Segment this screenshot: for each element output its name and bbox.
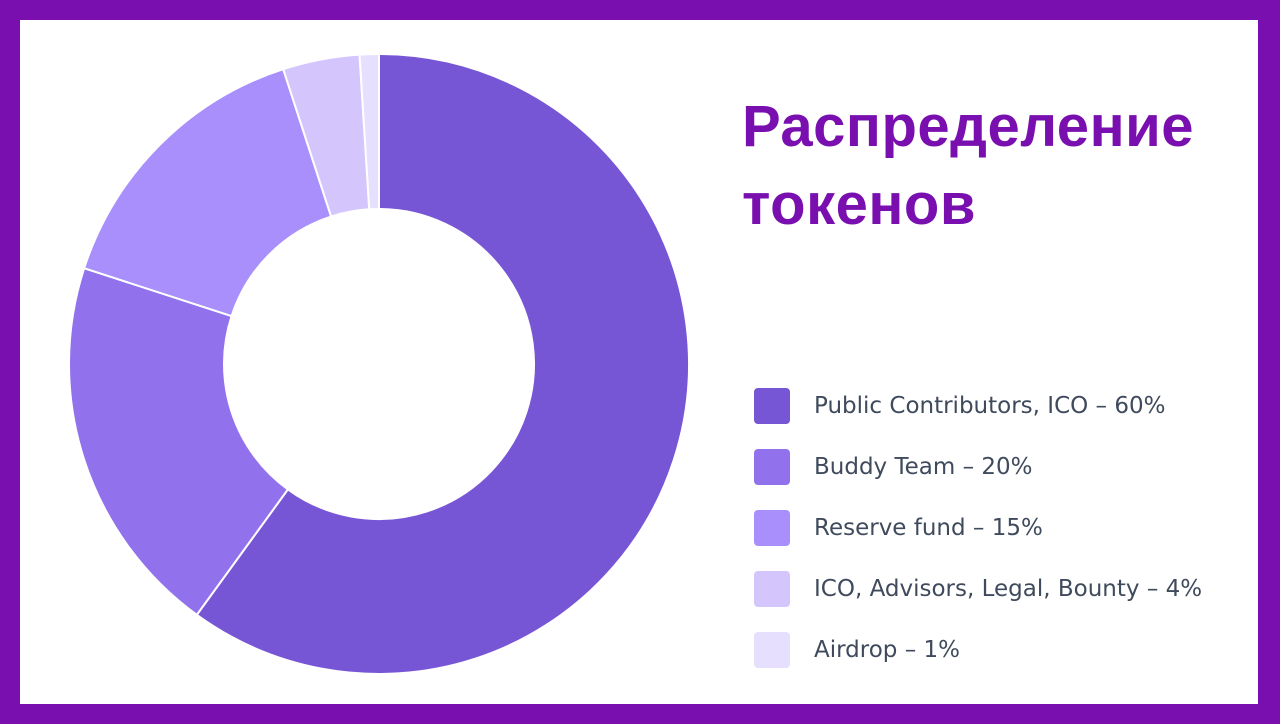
legend-swatch [754,631,790,668]
legend-swatch [754,509,790,546]
donut-slice-public-contributors [195,52,690,675]
chart-title-line-2: токенов [742,172,976,237]
chart-title-line-1: Распределение [742,94,1195,159]
legend-swatch [754,387,790,424]
legend-swatch [754,448,790,485]
legend-item-airdrop: Airdrop – 1% [754,630,1202,669]
legend-label: Airdrop – 1% [814,636,961,663]
donut-slice-buddy-team [68,266,290,617]
donut-slice-reserve-fund [82,67,333,318]
legend-label: ICO, Advisors, Legal, Bounty – 4% [814,575,1203,602]
legend-item-public-contributors: Public Contributors, ICO – 60% [754,386,1202,425]
chart-title: Распределение токенов [742,88,1194,244]
legend-item-ico-advisors: ICO, Advisors, Legal, Bounty – 4% [754,569,1202,608]
legend-swatch [754,570,790,607]
legend-label: Public Contributors, ICO – 60% [814,392,1166,419]
chart-legend: Public Contributors, ICO – 60% Buddy Tea… [754,386,1202,691]
legend-label: Buddy Team – 20% [814,453,1033,480]
legend-label: Reserve fund – 15% [814,514,1043,541]
donut-chart [68,52,690,675]
legend-item-reserve-fund: Reserve fund – 15% [754,508,1202,547]
legend-item-buddy-team: Buddy Team – 20% [754,447,1202,486]
donut-slice-airdrop [358,52,380,211]
